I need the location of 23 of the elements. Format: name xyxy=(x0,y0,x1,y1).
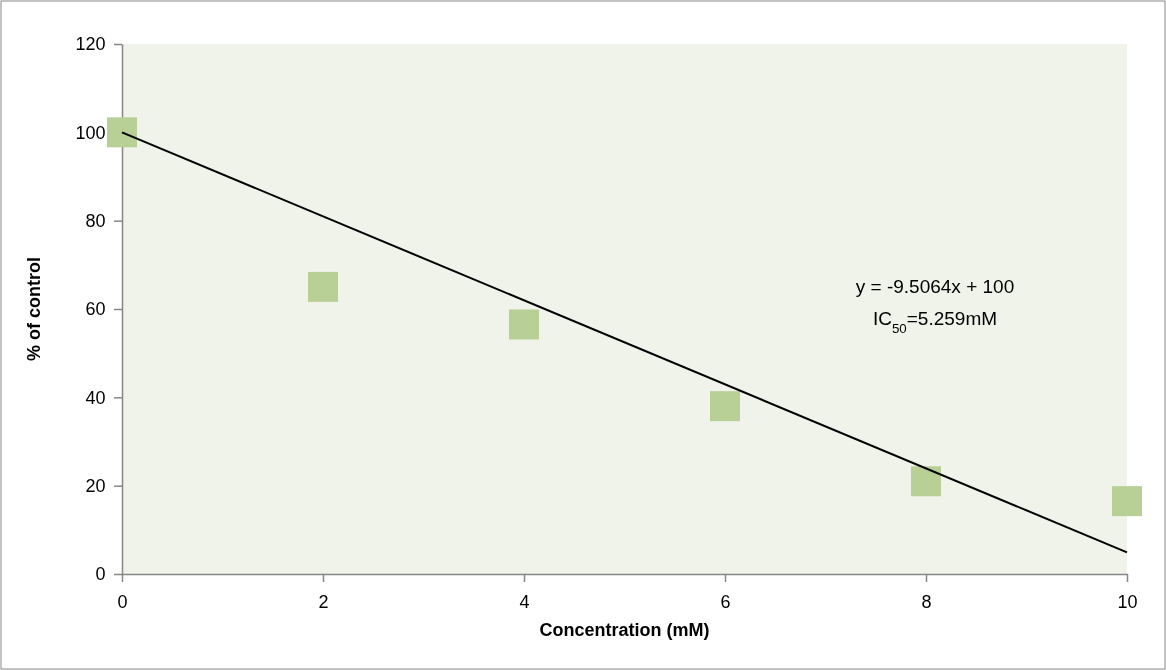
x-axis-title: Concentration (mM) xyxy=(539,620,710,640)
x-tick-label: 8 xyxy=(921,592,932,613)
point xyxy=(107,117,137,148)
point xyxy=(911,466,941,497)
x-tick-label: 6 xyxy=(720,592,731,613)
point xyxy=(509,309,539,340)
y-tick-label: 0 xyxy=(95,564,106,585)
y-tick-label: 40 xyxy=(85,387,106,408)
y-tick-label: 100 xyxy=(75,122,106,143)
x-tick-label: 10 xyxy=(1117,592,1138,613)
annotation: IC$_{50}$=5.259mM xyxy=(872,308,998,336)
y-tick-label: 80 xyxy=(85,210,106,231)
x-tick-label: 2 xyxy=(318,592,329,613)
point xyxy=(710,391,740,422)
point xyxy=(308,271,338,302)
y-tick-label: 120 xyxy=(75,34,106,55)
y-axis-title: % of control xyxy=(24,257,44,361)
point xyxy=(1112,486,1142,517)
y-tick-label: 20 xyxy=(85,475,106,496)
annotation: y = -9.5064x + 100 xyxy=(855,276,1015,297)
x-tick-label: 0 xyxy=(117,592,128,613)
y-tick-label: 60 xyxy=(85,299,106,320)
x-tick-label: 4 xyxy=(519,592,530,613)
